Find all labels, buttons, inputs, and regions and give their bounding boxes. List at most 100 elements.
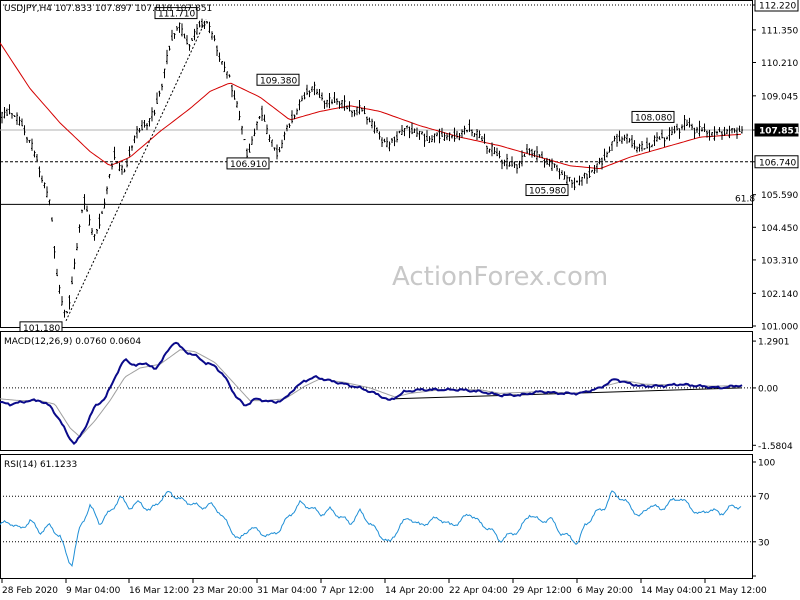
ohlc-bar [518, 160, 521, 169]
ohlc-bar [713, 126, 716, 141]
annotation-label: 108.080 [635, 113, 672, 123]
ohlc-bar [526, 144, 528, 154]
ohlc-bar [538, 154, 541, 158]
ohlc-bar [583, 172, 586, 179]
ohlc-bar [128, 146, 131, 157]
ohlc-bar [291, 110, 293, 124]
ohlc-bar [486, 145, 488, 154]
macd-main-line [0, 341, 743, 446]
ohlc-bar [241, 125, 243, 135]
ohlc-bar [616, 133, 618, 147]
ohlc-bar [661, 129, 663, 139]
ohlc-bar [216, 45, 218, 56]
ohlc-bar [318, 88, 321, 99]
ohlc-bar [53, 246, 56, 259]
ohlc-bar [166, 49, 168, 65]
ohlc-bar [546, 157, 548, 165]
ohlc-bar [198, 20, 201, 28]
ohlc-bar [376, 127, 378, 133]
ohlc-bar [513, 161, 516, 169]
ohlc-bar [48, 199, 51, 206]
price-tag [754, 155, 799, 169]
ohlc-bar [441, 127, 443, 137]
ohlc-bar [228, 74, 231, 78]
rsi-polyline [0, 490, 742, 568]
ohlc-bar [366, 116, 368, 125]
rsi-line [0, 490, 742, 568]
annotation-box [631, 110, 675, 123]
ohlc-bar [601, 157, 603, 170]
rsi-tick-label: 70 [758, 493, 770, 503]
ohlc-bar [358, 100, 361, 115]
ohlc-bar [711, 132, 713, 137]
macd-pane: 1.2901 0.00 -1.5804 MACD(12,26,9) 0.0760 0… [0, 331, 793, 452]
ohlc-bar [501, 159, 503, 170]
ohlc-bar [278, 146, 281, 153]
ohlc-bar [498, 150, 501, 159]
price-tag [754, 123, 799, 137]
ohlc-bar [448, 132, 451, 142]
ohlc-bar [326, 99, 328, 108]
price-tick-label: 105.590 [761, 191, 798, 201]
ohlc-bar [566, 175, 568, 186]
ohlc-bar [656, 132, 658, 142]
ohlc-bar [613, 135, 616, 142]
annotation-box [154, 7, 198, 20]
ohlc-bar [83, 194, 86, 210]
ohlc-bar [301, 95, 303, 102]
ohlc-bar [706, 130, 708, 138]
ohlc-bar [356, 106, 358, 116]
ohlc-bar [38, 166, 41, 178]
time-axis: 28 Feb 2020 9 Mar 04:00 16 Mar 12:00 23 Mar… [1, 578, 767, 596]
annotation-label: 109.380 [260, 76, 297, 86]
ohlc-bar [426, 130, 428, 141]
ohlc-bar [161, 83, 163, 91]
ohlc-bar [6, 108, 8, 117]
ohlc-bar [543, 158, 546, 168]
ohlc-bar [281, 139, 283, 149]
price-reference-lines: 61.8 [0, 4, 755, 205]
macd-tick-label: 1.2901 [758, 338, 790, 348]
ohlc-bar [686, 119, 688, 127]
signal-polyline [0, 349, 743, 438]
time-tick-label: 22 Apr 04:00 [449, 586, 508, 596]
ohlc-bar [571, 179, 573, 188]
ohlc-bar [668, 127, 671, 141]
ohlc-bar [233, 90, 236, 100]
ohlc-bar [463, 125, 466, 135]
ohlc-bar [143, 120, 146, 128]
ohlc-bar [338, 101, 341, 109]
price-tick-label: 110.210 [761, 59, 798, 69]
ohlc-bar [101, 210, 103, 214]
macd-signal-line [0, 349, 743, 438]
ohlc-bar [476, 128, 478, 141]
price-annotations: 111.710 109.380 106.910 108.080 105.980 101.1… [19, 7, 675, 334]
ohlc-bar [483, 133, 486, 144]
ohlc-bar [481, 135, 483, 141]
ohlc-bar [371, 118, 373, 129]
ohlc-bar [283, 131, 286, 141]
annotation-label: 105.980 [529, 187, 566, 197]
ohlc-bar [11, 113, 13, 119]
time-tick-label: 7 Apr 12:00 [321, 586, 374, 596]
ohlc-bar [263, 114, 266, 122]
moving-average-line [0, 42, 742, 170]
price-pane: 61.8 111.710 109.380 106.910 108.080 105.980… [0, 0, 800, 334]
rsi-pane-frame [0, 454, 753, 579]
ohlc-bar [333, 91, 336, 103]
ohlc-bar [458, 132, 461, 141]
price-tick-label: 112.220 [759, 2, 796, 12]
ohlc-bar [508, 161, 511, 167]
ohlc-bar [428, 136, 431, 143]
ohlc-bar [81, 209, 83, 214]
ohlc-bar [658, 136, 661, 140]
ohlc-bar [678, 128, 681, 139]
ohlc-bar [413, 128, 416, 133]
ohlc-bar [373, 121, 376, 134]
ohlc-bar [133, 135, 136, 144]
ohlc-bar [646, 137, 648, 149]
price-tick-label: 101.000 [761, 323, 798, 333]
ohlc-bar [238, 110, 241, 121]
ohlc-bar [738, 125, 741, 133]
annotation-box [226, 157, 270, 170]
